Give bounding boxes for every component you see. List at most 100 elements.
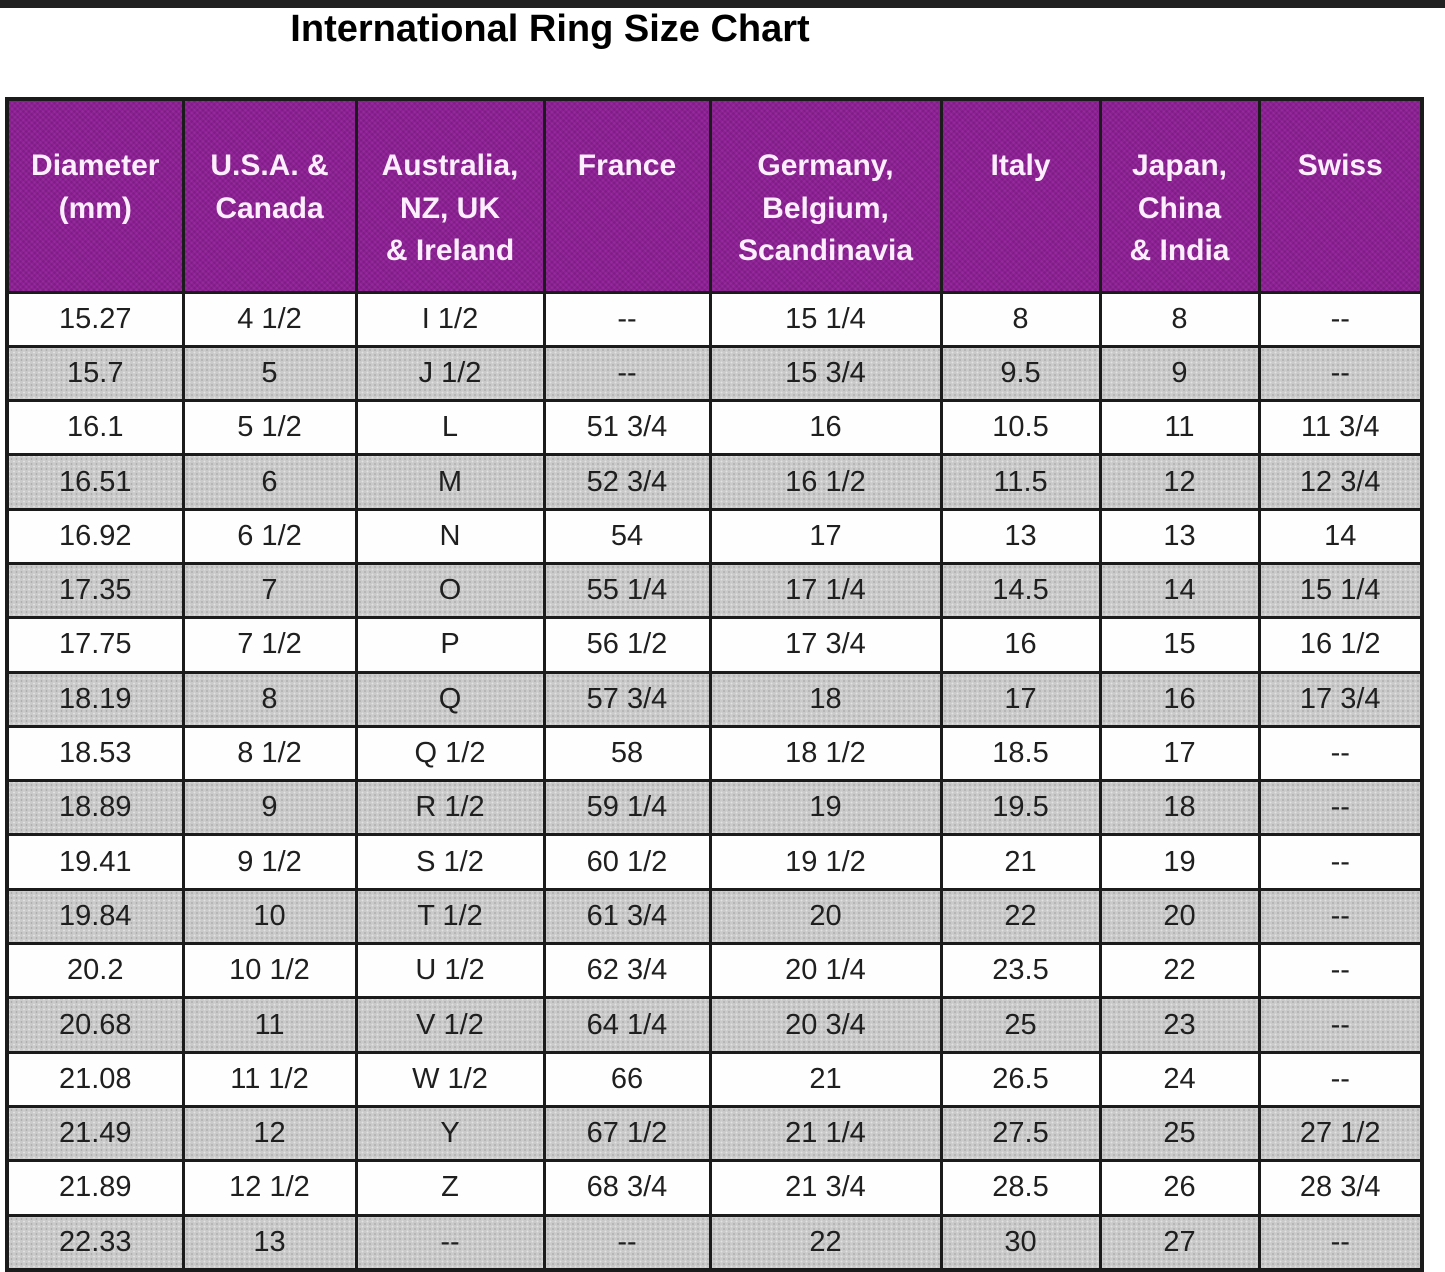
cell-diameter-mm: 15.7 xyxy=(5,344,185,403)
cell-diameter-mm: 18.19 xyxy=(5,670,185,728)
cell-japan-china-india: 25 xyxy=(1098,1104,1261,1163)
cell-usa-canada: 13 xyxy=(181,1213,358,1272)
ring-size-table: Diameter (mm) U.S.A. & Canada Australia, N… xyxy=(5,97,1424,1272)
table-row: 21.08 11 1/2 W 1/2 66 21 26.5 24 -- xyxy=(5,1050,1424,1108)
cell-diameter-mm: 17.75 xyxy=(5,616,185,674)
cell-swiss: 12 3/4 xyxy=(1257,453,1424,511)
cell-germany-belgium-scandinavia: 18 xyxy=(708,670,943,728)
cell-germany-belgium-scandinavia: 20 1/4 xyxy=(708,942,943,1000)
table-header: Diameter (mm) U.S.A. & Canada Australia, N… xyxy=(5,97,1424,294)
cell-germany-belgium-scandinavia: 20 xyxy=(708,887,943,946)
cell-diameter-mm: 18.53 xyxy=(5,724,185,783)
cell-australia-nz-uk-ireland: P xyxy=(354,616,546,674)
cell-diameter-mm: 21.89 xyxy=(5,1159,185,1217)
cell-france: 56 1/2 xyxy=(542,616,712,674)
cell-italy: 21 xyxy=(939,833,1102,891)
cell-italy: 8 xyxy=(939,290,1102,348)
cell-japan-china-india: 23 xyxy=(1098,996,1261,1054)
cell-australia-nz-uk-ireland: R 1/2 xyxy=(354,779,546,837)
table-row: 17.75 7 1/2 P 56 1/2 17 3/4 16 15 16 1/2 xyxy=(5,616,1424,674)
cell-diameter-mm: 16.1 xyxy=(5,399,185,457)
cell-australia-nz-uk-ireland: T 1/2 xyxy=(354,887,546,946)
cell-usa-canada: 7 1/2 xyxy=(181,616,358,674)
cell-france: 64 1/4 xyxy=(542,996,712,1054)
table-row: 15.7 5 J 1/2 -- 15 3/4 9.5 9 -- xyxy=(5,344,1424,403)
cell-france: 68 3/4 xyxy=(542,1159,712,1217)
cell-france: 51 3/4 xyxy=(542,399,712,457)
cell-usa-canada: 8 1/2 xyxy=(181,724,358,783)
table-row: 20.68 11 V 1/2 64 1/4 20 3/4 25 23 -- xyxy=(5,996,1424,1054)
cell-italy: 10.5 xyxy=(939,399,1102,457)
cell-france: 59 1/4 xyxy=(542,779,712,837)
table-row: 18.53 8 1/2 Q 1/2 58 18 1/2 18.5 17 -- xyxy=(5,724,1424,783)
cell-germany-belgium-scandinavia: 21 3/4 xyxy=(708,1159,943,1217)
cell-australia-nz-uk-ireland: M xyxy=(354,453,546,511)
cell-germany-belgium-scandinavia: 21 1/4 xyxy=(708,1104,943,1163)
table-row: 16.92 6 1/2 N 54 17 13 13 14 xyxy=(5,507,1424,565)
cell-diameter-mm: 22.33 xyxy=(5,1213,185,1272)
cell-italy: 17 xyxy=(939,670,1102,728)
page-title: International Ring Size Chart xyxy=(290,8,810,50)
cell-japan-china-india: 13 xyxy=(1098,507,1261,565)
cell-japan-china-india: 11 xyxy=(1098,399,1261,457)
cell-australia-nz-uk-ireland: O xyxy=(354,561,546,620)
cell-france: 62 3/4 xyxy=(542,942,712,1000)
cell-usa-canada: 8 xyxy=(181,670,358,728)
table-row: 16.1 5 1/2 L 51 3/4 16 10.5 11 11 3/4 xyxy=(5,399,1424,457)
cell-germany-belgium-scandinavia: 16 1/2 xyxy=(708,453,943,511)
cell-italy: 25 xyxy=(939,996,1102,1054)
cell-usa-canada: 12 1/2 xyxy=(181,1159,358,1217)
cell-diameter-mm: 17.35 xyxy=(5,561,185,620)
cell-italy: 11.5 xyxy=(939,453,1102,511)
cell-usa-canada: 10 1/2 xyxy=(181,942,358,1000)
cell-italy: 22 xyxy=(939,887,1102,946)
column-header-usa-canada: U.S.A. & Canada xyxy=(181,97,358,294)
cell-italy: 26.5 xyxy=(939,1050,1102,1108)
cell-germany-belgium-scandinavia: 21 xyxy=(708,1050,943,1108)
cell-swiss: 27 1/2 xyxy=(1257,1104,1424,1163)
column-header-italy: Italy xyxy=(939,97,1102,294)
cell-swiss: -- xyxy=(1257,1213,1424,1272)
column-header-swiss: Swiss xyxy=(1257,97,1424,294)
cell-japan-china-india: 8 xyxy=(1098,290,1261,348)
cell-usa-canada: 6 1/2 xyxy=(181,507,358,565)
cell-australia-nz-uk-ireland: Z xyxy=(354,1159,546,1217)
cell-japan-china-india: 14 xyxy=(1098,561,1261,620)
cell-france: 67 1/2 xyxy=(542,1104,712,1163)
top-border-bar xyxy=(0,0,1445,8)
cell-australia-nz-uk-ireland: W 1/2 xyxy=(354,1050,546,1108)
cell-usa-canada: 11 xyxy=(181,996,358,1054)
cell-italy: 14.5 xyxy=(939,561,1102,620)
cell-usa-canada: 12 xyxy=(181,1104,358,1163)
cell-italy: 9.5 xyxy=(939,344,1102,403)
table-row: 15.27 4 1/2 I 1/2 -- 15 1/4 8 8 -- xyxy=(5,290,1424,348)
cell-usa-canada: 9 1/2 xyxy=(181,833,358,891)
cell-germany-belgium-scandinavia: 15 3/4 xyxy=(708,344,943,403)
column-header-france: France xyxy=(542,97,712,294)
cell-australia-nz-uk-ireland: I 1/2 xyxy=(354,290,546,348)
cell-australia-nz-uk-ireland: -- xyxy=(354,1213,546,1272)
cell-diameter-mm: 16.92 xyxy=(5,507,185,565)
cell-italy: 16 xyxy=(939,616,1102,674)
cell-italy: 28.5 xyxy=(939,1159,1102,1217)
cell-australia-nz-uk-ireland: N xyxy=(354,507,546,565)
cell-australia-nz-uk-ireland: V 1/2 xyxy=(354,996,546,1054)
cell-italy: 13 xyxy=(939,507,1102,565)
column-header-diameter-mm: Diameter (mm) xyxy=(5,97,185,294)
cell-germany-belgium-scandinavia: 19 1/2 xyxy=(708,833,943,891)
cell-france: 54 xyxy=(542,507,712,565)
cell-australia-nz-uk-ireland: S 1/2 xyxy=(354,833,546,891)
cell-usa-canada: 4 1/2 xyxy=(181,290,358,348)
cell-japan-china-india: 12 xyxy=(1098,453,1261,511)
cell-italy: 27.5 xyxy=(939,1104,1102,1163)
cell-france: 61 3/4 xyxy=(542,887,712,946)
cell-germany-belgium-scandinavia: 17 3/4 xyxy=(708,616,943,674)
cell-germany-belgium-scandinavia: 19 xyxy=(708,779,943,837)
cell-germany-belgium-scandinavia: 18 1/2 xyxy=(708,724,943,783)
cell-usa-canada: 10 xyxy=(181,887,358,946)
cell-diameter-mm: 16.51 xyxy=(5,453,185,511)
table-row: 18.89 9 R 1/2 59 1/4 19 19.5 18 -- xyxy=(5,779,1424,837)
cell-germany-belgium-scandinavia: 16 xyxy=(708,399,943,457)
cell-diameter-mm: 21.08 xyxy=(5,1050,185,1108)
cell-diameter-mm: 19.84 xyxy=(5,887,185,946)
